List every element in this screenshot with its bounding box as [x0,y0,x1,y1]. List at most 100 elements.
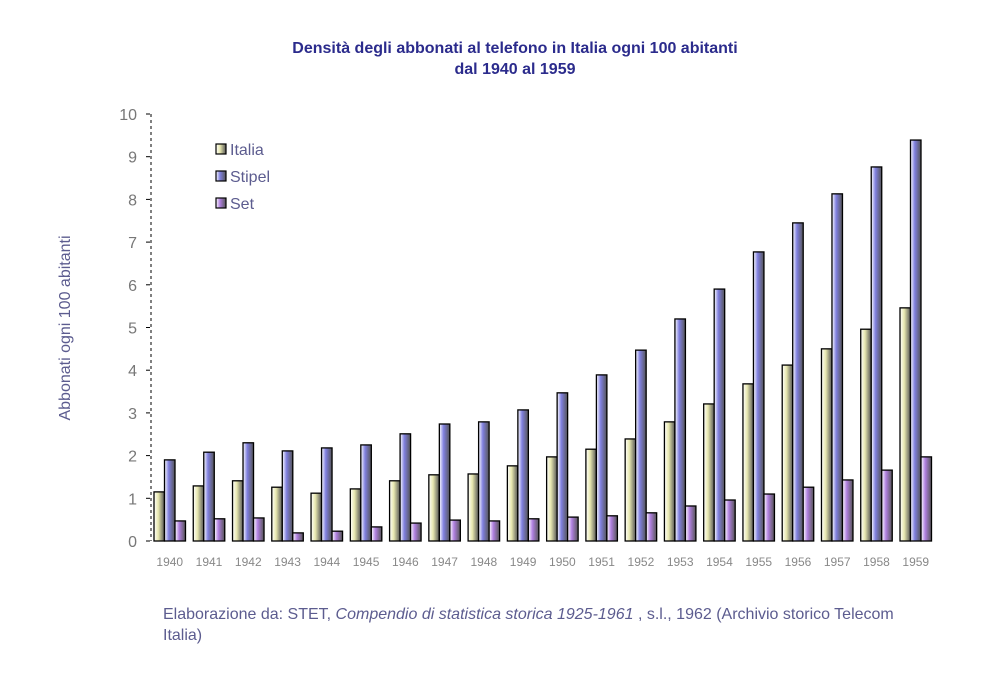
bar-italia-1951 [585,448,598,542]
bar-set-1940 [174,520,187,542]
y-tick-label: 1 [128,491,137,508]
bar-stipel-1956 [792,222,804,542]
bar-italia-1952 [624,438,637,542]
legend-swatch-stipel [215,170,227,182]
bar-set-1947 [449,519,461,542]
bar-set-1955 [763,493,776,542]
x-tick-label: 1940 [156,555,183,569]
x-tick-label: 1959 [902,555,929,569]
bar-set-1945 [370,526,383,542]
y-tick-label: 8 [128,192,137,209]
bar-italia-1947 [428,474,440,542]
y-tick-label: 5 [128,321,137,338]
bar-stipel-1950 [556,392,569,542]
bar-set-1949 [527,518,540,542]
source-work-title: Compendio di statistica storica 1925-196… [335,606,634,623]
bar-italia-1955 [742,383,755,542]
x-tick-label: 1951 [588,555,615,569]
bar-italia-1941 [192,485,205,542]
bar-italia-1940 [153,491,166,542]
legend-swatch-set [215,197,227,209]
x-tick-label: 1952 [628,555,655,569]
bar-stipel-1959 [909,139,922,542]
y-tick-label: 9 [128,150,137,167]
x-tick-label: 1944 [313,555,340,569]
x-tick-label: 1953 [667,555,694,569]
y-tick-label: 2 [128,449,137,466]
bar-stipel-1951 [595,374,608,542]
bar-stipel-1941 [203,451,215,542]
bar-stipel-1957 [831,193,844,542]
bar-set-1943 [292,532,304,542]
bar-italia-1944 [310,492,323,542]
bar-italia-1954 [703,403,715,542]
x-tick-label: 1954 [706,555,733,569]
bar-set-1952 [645,512,658,542]
bar-set-1950 [566,516,579,542]
y-tick-label: 3 [128,406,137,423]
bar-stipel-1954 [713,288,726,542]
bar-set-1958 [881,469,893,542]
bar-italia-1953 [663,421,676,542]
x-tick-label: 1947 [431,555,458,569]
bar-italia-1942 [231,480,244,542]
bar-stipel-1949 [517,409,530,542]
y-tick-label: 4 [128,363,137,380]
x-tick-label: 1941 [196,555,223,569]
bar-italia-1943 [271,486,283,542]
bar-stipel-1955 [752,251,765,542]
legend-swatch-italia [215,143,227,155]
bar-stipel-1940 [163,459,176,542]
x-tick-label: 1956 [785,555,812,569]
y-tick-label: 10 [119,107,137,124]
x-tick-label: 1948 [471,555,498,569]
bar-set-1941 [213,518,226,542]
bar-stipel-1947 [438,423,451,542]
legend-label-italia: Italia [230,142,264,159]
bar-set-1942 [252,517,265,542]
bar-set-1957 [841,479,854,542]
y-tick-label: 0 [128,534,137,551]
x-tick-label: 1945 [353,555,380,569]
bar-italia-1949 [506,465,519,542]
bar-italia-1950 [545,456,558,542]
legend-label-set: Set [230,196,255,213]
y-tick-label: 6 [128,278,137,295]
bar-italia-1957 [820,348,833,542]
bar-stipel-1943 [281,450,294,542]
bar-italia-1959 [899,307,912,542]
bar-set-1956 [802,486,815,542]
bar-stipel-1945 [360,444,372,542]
x-tick-label: 1950 [549,555,576,569]
bar-stipel-1952 [635,349,647,542]
bar-italia-1945 [349,488,362,542]
bar-stipel-1942 [242,442,255,542]
bar-italia-1956 [781,364,794,542]
bar-stipel-1948 [477,421,490,542]
bar-stipel-1953 [674,318,687,542]
bar-italia-1948 [467,473,480,542]
chart-title-line-1: Densità degli abbonati al telefono in It… [292,40,738,57]
bar-stipel-1944 [320,447,333,542]
legend-label-stipel: Stipel [230,169,270,186]
bar-set-1948 [488,520,501,542]
chart-title-line-2: dal 1940 al 1959 [454,61,576,78]
x-tick-label: 1958 [863,555,890,569]
bar-italia-1958 [860,328,872,542]
x-tick-label: 1943 [274,555,301,569]
source-prefix: Elaborazione da: STET, [163,606,336,623]
bar-stipel-1946 [399,433,412,542]
x-tick-label: 1946 [392,555,419,569]
x-tick-label: 1949 [510,555,537,569]
bar-set-1951 [606,515,619,542]
bar-italia-1946 [388,480,401,542]
bar-set-1959 [920,456,933,542]
x-tick-label: 1942 [235,555,262,569]
y-tick-label: 7 [128,235,137,252]
source-note: Elaborazione da: STET, Compendio di stat… [163,604,923,646]
bar-set-1946 [409,522,422,542]
source-suffix: , s.l., 1962 (Archivio storico Telecom I… [163,606,894,644]
x-tick-label: 1957 [824,555,851,569]
chart-title: Densità degli abbonati al telefono in It… [0,38,988,80]
